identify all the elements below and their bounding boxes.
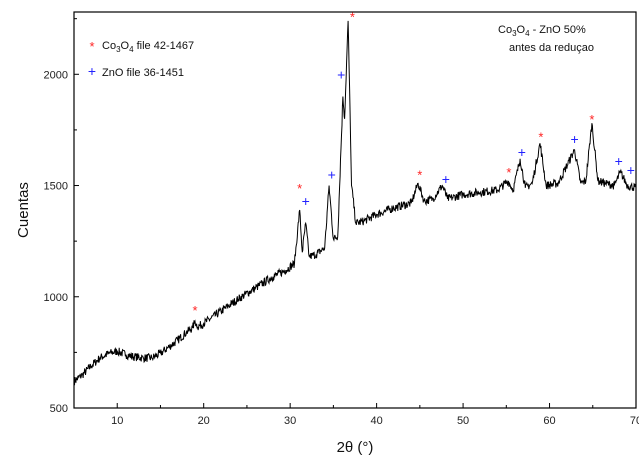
annotation-line-1: Co3O4 - ZnO 50% bbox=[498, 24, 586, 38]
legend-marker-co3o4: * bbox=[89, 39, 94, 54]
co3o4-peak-marker: * bbox=[192, 303, 197, 318]
zno-peak-marker: + bbox=[627, 162, 635, 178]
peak-markers: **** ***++++++++ bbox=[192, 9, 634, 318]
zno-peak-marker: + bbox=[302, 193, 310, 209]
plot-frame bbox=[73, 11, 637, 409]
legend-marker-zno: + bbox=[88, 63, 96, 79]
x-tick-label: 10 bbox=[111, 415, 123, 427]
y-tick-label: 2000 bbox=[44, 69, 68, 81]
y-tick-label: 1000 bbox=[44, 292, 68, 304]
x-tick-label: 20 bbox=[198, 415, 210, 427]
zno-peak-marker: + bbox=[615, 153, 623, 169]
zno-peak-marker: + bbox=[518, 144, 526, 160]
y-tick-label: 500 bbox=[50, 403, 68, 415]
co3o4-peak-marker: * bbox=[589, 112, 594, 127]
zno-peak-marker: + bbox=[337, 66, 345, 82]
x-tick-label: 70 bbox=[630, 415, 639, 427]
zno-peak-marker: + bbox=[442, 171, 450, 187]
zno-peak-marker: + bbox=[328, 166, 336, 182]
zno-peak-marker: + bbox=[571, 131, 579, 147]
y-tick-label: 1500 bbox=[44, 181, 68, 193]
series-layer bbox=[73, 20, 637, 386]
co3o4-peak-marker: * bbox=[350, 9, 355, 24]
co3o4-peak-marker: * bbox=[417, 167, 422, 182]
annotation-line-2: antes da reduçao bbox=[509, 42, 594, 54]
y-axis-title: Cuentas bbox=[15, 182, 32, 238]
co3o4-peak-marker: * bbox=[506, 165, 511, 180]
legend-label-co3o4: Co3O4 file 42-1467 bbox=[102, 40, 194, 54]
co3o4-peak-marker: * bbox=[297, 181, 302, 196]
xrd-series-line bbox=[73, 20, 637, 386]
sample-annotation: Co3O4 - ZnO 50% antes da reduçao bbox=[498, 24, 594, 54]
x-tick-label: 30 bbox=[284, 415, 296, 427]
axis-ticks: 10 20 30 40 50 60 70 500 1000 1500 2000 bbox=[44, 18, 639, 427]
x-tick-label: 40 bbox=[370, 415, 382, 427]
x-tick-label: 50 bbox=[457, 415, 469, 427]
legend-label-zno: ZnO file 36-1451 bbox=[102, 67, 184, 79]
x-tick-label: 60 bbox=[543, 415, 555, 427]
co3o4-peak-marker: * bbox=[538, 130, 543, 145]
x-axis-title: 2θ (°) bbox=[337, 439, 374, 456]
legend: * Co3O4 file 42-1467 + ZnO file 36-1451 bbox=[88, 39, 194, 79]
